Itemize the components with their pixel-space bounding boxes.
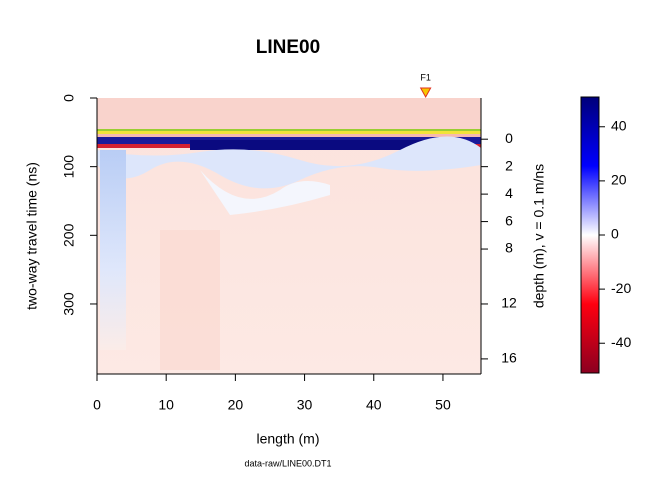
footer: data-raw/LINE00.DT1 [244, 458, 331, 468]
annotation-label: F1 [420, 72, 431, 82]
colorbar-tick-label: 20 [611, 172, 627, 188]
colorbar-tick-label: -20 [611, 280, 631, 296]
y-tick-label: 0 [61, 94, 77, 102]
chart-title: LINE00 [256, 37, 320, 58]
y2-axis-label: depth (m), v = 0.1 m/ns [531, 164, 547, 308]
x-tick-label: 20 [228, 397, 244, 413]
y-axis-label: two-way travel time (ns) [24, 162, 40, 310]
colorbar: -40 -20 0 20 40 [580, 96, 631, 374]
x-tick-label: 50 [435, 397, 451, 413]
colorbar-tick-label: -40 [611, 334, 631, 350]
y2-tick-label: 8 [505, 240, 513, 256]
colorbar-tick-label: 0 [611, 226, 619, 242]
x-axis-label: length (m) [256, 431, 319, 447]
y2-tick-label: 12 [501, 295, 517, 311]
y-tick-label: 200 [61, 223, 77, 247]
y2-tick-label: 4 [505, 185, 513, 201]
y2-tick-label: 0 [505, 130, 513, 146]
y2-tick-label: 2 [505, 157, 513, 173]
radargram-image [97, 98, 481, 374]
colorbar-scale [580, 96, 600, 374]
x-tick-label: 30 [297, 397, 313, 413]
y-tick-label: 100 [61, 155, 77, 179]
y-tick-label: 300 [61, 292, 77, 316]
y2-tick-label: 6 [505, 212, 513, 228]
x-tick-label: 0 [93, 397, 101, 413]
annotation-marker [419, 87, 432, 99]
x-tick-label: 40 [366, 397, 382, 413]
colorbar-tick-label: 40 [611, 117, 627, 133]
y2-tick-label: 16 [501, 350, 517, 366]
x-tick-label: 10 [158, 397, 174, 413]
